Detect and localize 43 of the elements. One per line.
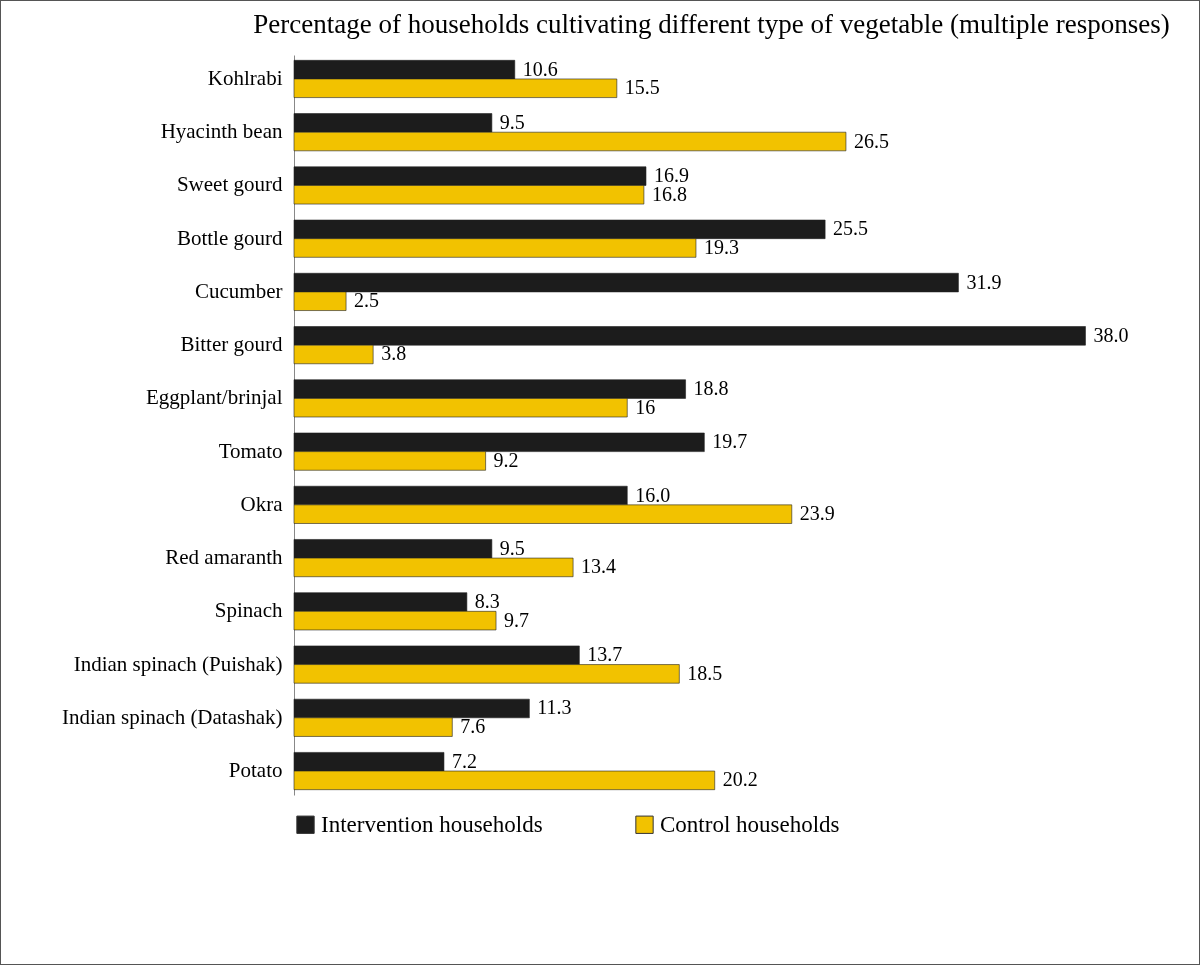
data-label: 8.3 xyxy=(474,590,500,613)
y-tick-label: Bottle gourd xyxy=(176,225,283,250)
data-label: 7.6 xyxy=(460,715,486,738)
data-label: 25.5 xyxy=(833,217,869,240)
data-label: 19.7 xyxy=(712,430,748,453)
data-label: 20.2 xyxy=(722,768,758,791)
y-tick-label: Sweet gourd xyxy=(176,172,283,197)
y-tick-label: Bitter gourd xyxy=(180,332,283,357)
data-label: 3.8 xyxy=(381,342,407,365)
legend-label: Control households xyxy=(660,811,840,837)
chart-title: Percentage of households cultivating different type of vegetable (multiple responses) xyxy=(253,9,1170,39)
data-label: 15.5 xyxy=(624,76,660,99)
y-tick-label: Potato xyxy=(228,758,283,783)
data-label: 11.3 xyxy=(537,696,572,719)
data-label: 10.6 xyxy=(522,57,558,80)
data-label: 9.5 xyxy=(499,536,525,559)
data-label: 7.2 xyxy=(451,749,477,772)
data-label: 9.5 xyxy=(499,110,525,133)
y-tick-label: Cucumber xyxy=(195,278,283,303)
data-label: 19.3 xyxy=(703,235,739,258)
data-label: 13.7 xyxy=(587,643,623,666)
data-label: 9.7 xyxy=(504,608,530,631)
y-tick-label: Kohlrabi xyxy=(207,65,283,90)
y-tick-label: Indian spinach (Puishak) xyxy=(73,651,283,676)
data-label: 2.5 xyxy=(354,289,380,312)
y-tick-label: Red amaranth xyxy=(165,545,283,570)
data-label: 13.4 xyxy=(581,555,617,578)
data-label: 31.9 xyxy=(966,270,1002,293)
data-label: 18.8 xyxy=(693,377,729,400)
data-label: 9.2 xyxy=(493,448,519,471)
data-label: 18.5 xyxy=(687,661,723,684)
data-label: 38.0 xyxy=(1093,323,1129,346)
y-tick-label: Spinach xyxy=(214,598,283,623)
y-tick-label: Tomato xyxy=(218,438,283,463)
legend-label: Intervention households xyxy=(321,811,543,837)
data-label: 16 xyxy=(635,395,656,418)
data-label: 26.5 xyxy=(853,129,889,152)
data-label: 23.9 xyxy=(799,502,835,525)
y-tick-label: Hyacinth bean xyxy=(160,119,283,144)
y-tick-label: Indian spinach (Datashak) xyxy=(62,704,283,729)
y-tick-label: Eggplant/brinjal xyxy=(146,385,283,410)
data-label: 16.0 xyxy=(635,483,671,506)
y-tick-label: Okra xyxy=(240,491,284,516)
